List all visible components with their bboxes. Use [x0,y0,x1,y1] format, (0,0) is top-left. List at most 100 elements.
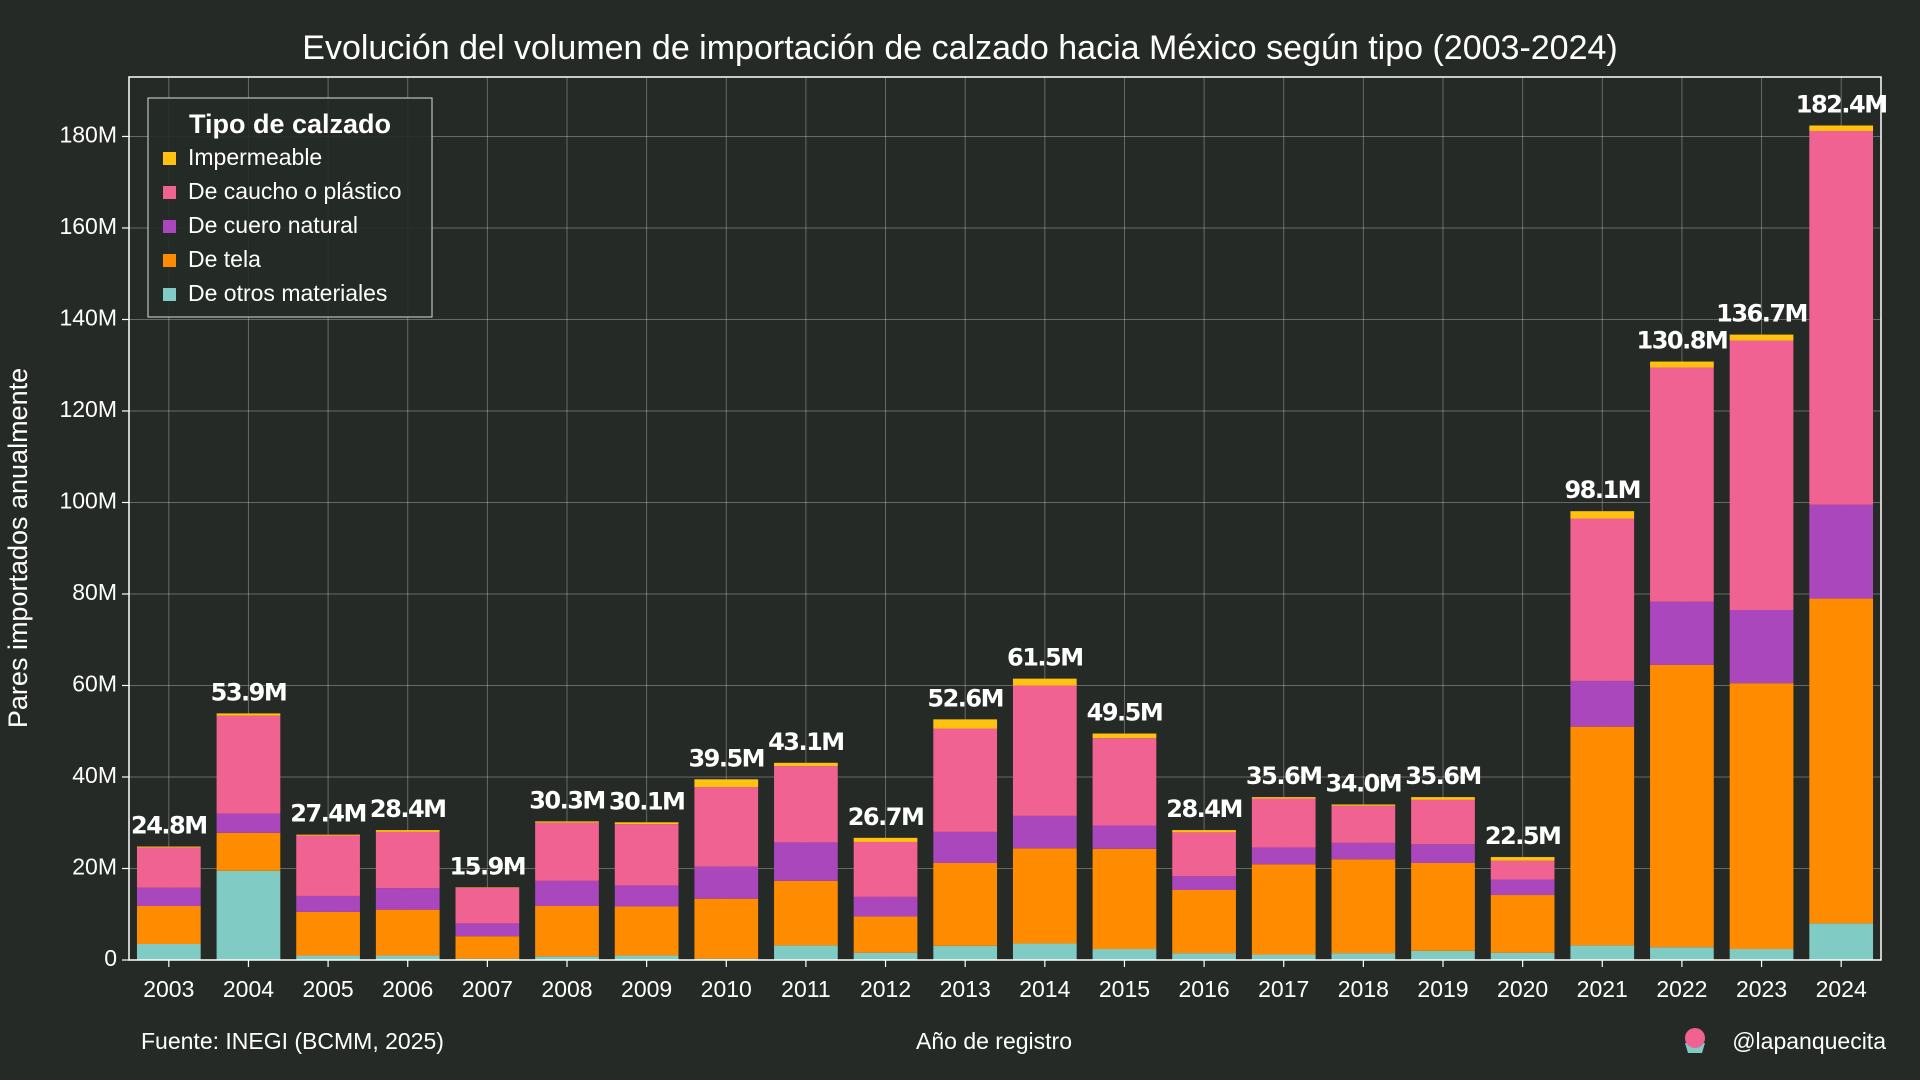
bar-segment [1092,949,1157,960]
total-label: 182.4M [1796,90,1887,118]
bar-segment [1172,953,1236,960]
x-tick-label: 2006 [382,976,433,1002]
total-label: 39.5M [688,744,764,772]
bar-segment [1331,859,1396,954]
x-tick-label: 2016 [1179,976,1230,1002]
bar-segment [614,906,679,956]
bar-segment [694,787,759,867]
legend: Tipo de calzado Impermeable De caucho o pl… [147,97,433,318]
bar-segment [1331,953,1396,960]
bar-segment [933,945,998,960]
legend-swatch [163,288,176,301]
bar-segment [1570,726,1635,946]
total-label: 28.4M [370,795,446,823]
bar-segment [614,955,679,960]
bar-segment [136,847,201,888]
bar-segment [853,896,918,917]
bar-segment [296,834,360,836]
bar-segment [1411,950,1475,960]
bar-segment [1012,685,1077,816]
bar-segment [1092,848,1157,950]
bar-segment [216,870,281,960]
bar-segment [535,821,599,823]
bar-segment [1490,952,1555,960]
bar-segment [1490,895,1555,953]
bar-segment [1172,876,1236,891]
x-tick-label: 2024 [1816,976,1867,1002]
bar-segment [1012,815,1077,849]
bar-segment [933,728,998,832]
bar-segment [1251,798,1316,848]
legend-label: De caucho o plástico [188,178,402,204]
total-label: 35.6M [1246,762,1322,790]
bar-segment [1570,680,1635,727]
bar-segment [1172,890,1236,954]
bar-segment [455,936,520,959]
bar-segment [1331,842,1396,860]
bar-segment [1092,733,1157,739]
bar-segment [1570,511,1635,519]
x-tick-label: 2004 [223,976,274,1002]
total-label: 26.7M [848,803,924,831]
legend-label: De otros materiales [188,280,387,306]
bar-segment [933,863,998,946]
bar-segment [535,880,599,907]
bar-segment [216,715,281,814]
bar-segment [1570,945,1635,960]
bar-segment [1172,830,1236,833]
bar-segment [1809,923,1874,960]
bar-segment [296,911,360,956]
x-tick-label: 2013 [940,976,991,1002]
bar-segment [1650,947,1714,960]
bar-segment [136,906,201,944]
x-tick-label: 2003 [143,976,194,1002]
x-tick-label: 2021 [1577,976,1628,1002]
y-axis-label: Pares importados anualmente [3,368,33,728]
bar-segment [614,822,679,825]
bar-segment [774,880,838,946]
legend-label: De cuero natural [188,212,358,238]
y-tick-label: 40M [72,762,117,788]
x-axis-label: Año de registro [916,1028,1072,1054]
y-tick-label: 60M [72,671,117,697]
bar-segment [1251,954,1316,960]
total-label: 53.9M [211,678,287,706]
total-label: 43.1M [768,728,844,756]
total-label: 15.9M [450,852,526,880]
x-tick-label: 2007 [462,976,513,1002]
bar-segment [296,895,360,912]
bar-segment [535,956,599,960]
bar-segment [694,898,759,959]
bar-segment [1092,825,1157,849]
x-tick-label: 2022 [1656,976,1707,1002]
plot-frame [128,76,1882,961]
bar-segment [694,866,759,899]
bar-segment [1809,125,1874,131]
bar-segment [1650,601,1714,665]
bar-segment [933,831,998,864]
bar-segment [1251,847,1316,865]
total-label: 130.8M [1637,327,1728,355]
x-tick-label: 2008 [541,976,592,1002]
bar-segment [853,837,918,842]
bar-segment [375,830,440,832]
bar-segment [535,906,599,957]
total-label: 27.4M [290,800,366,828]
y-tick-label: 120M [59,396,117,422]
total-label: 61.5M [1007,644,1083,672]
x-tick-label: 2017 [1258,976,1309,1002]
x-tick-label: 2011 [781,976,830,1002]
bar-segment [1809,598,1874,924]
total-label: 30.1M [609,787,685,815]
legend-box [147,97,433,318]
bar-segment [216,713,281,716]
legend-swatch [163,186,176,199]
bar-segment [933,719,998,729]
bar-segment [375,831,440,889]
x-tick-label: 2012 [860,976,911,1002]
bar-segment [296,835,360,896]
y-tick-label: 140M [59,305,117,331]
bar-segment [694,779,759,788]
x-tick-label: 2010 [701,976,752,1002]
